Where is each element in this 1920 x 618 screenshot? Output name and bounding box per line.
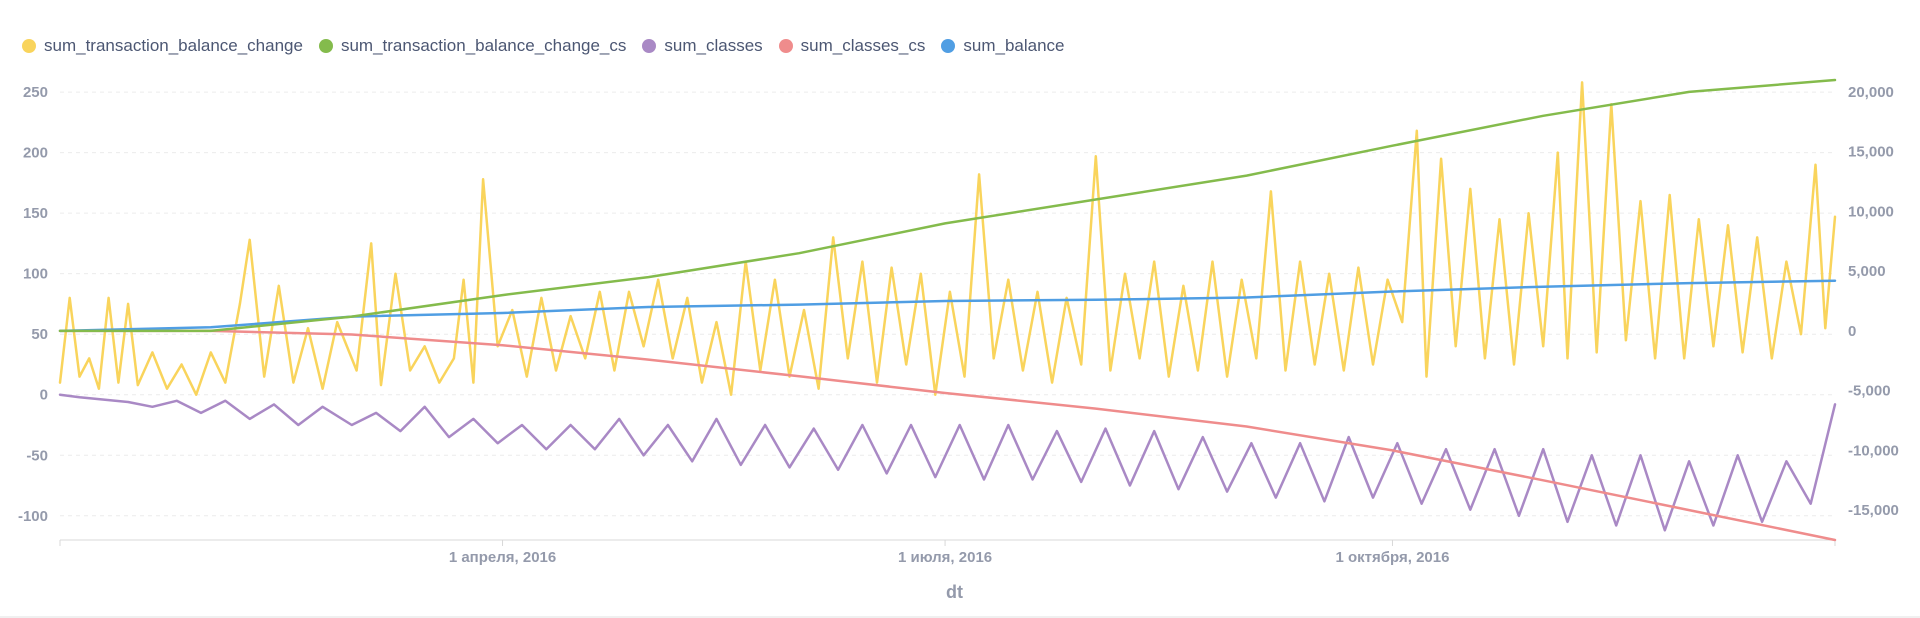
- legend-item-sum-balance[interactable]: sum_balance: [941, 36, 1065, 56]
- y-right-tick-label: 5,000: [1848, 263, 1886, 280]
- legend-label: sum_balance: [963, 36, 1065, 55]
- y-right-tick-label: -5,000: [1848, 383, 1891, 400]
- legend-label: sum_transaction_balance_change: [44, 36, 303, 55]
- x-tick-label: 1 октября, 2016: [1335, 549, 1449, 566]
- series-line-sum-transaction-balance-change-cs: [58, 78, 1837, 333]
- legend: sum_transaction_balance_change sum_trans…: [22, 36, 1065, 56]
- legend-dot-icon: [778, 39, 793, 53]
- y-right-tick-label: 20,000: [1848, 84, 1894, 101]
- legend-dot-icon: [642, 39, 657, 53]
- y-right-tick-label: -15,000: [1848, 502, 1899, 519]
- series-line-sum-classes: [58, 393, 1837, 532]
- legend-item-sum-transaction-balance-change-cs[interactable]: sum_transaction_balance_change_cs: [318, 36, 627, 56]
- divider: [0, 616, 1920, 618]
- legend-item-sum-transaction-balance-change[interactable]: sum_transaction_balance_change: [22, 36, 303, 56]
- y-left-tick-label: 50: [31, 326, 48, 343]
- y-left-tick-label: -50: [26, 447, 48, 464]
- y-left-tick-label: 200: [23, 145, 48, 162]
- legend-label: sum_classes: [664, 36, 763, 55]
- series-line-sum-classes-cs: [58, 329, 1837, 542]
- x-tick-label: 1 июля, 2016: [898, 549, 992, 566]
- y-left-tick-label: 0: [40, 387, 48, 404]
- y-right-tick-label: 10,000: [1848, 203, 1894, 220]
- x-tick-label: 1 апреля, 2016: [449, 549, 556, 566]
- legend-dot-icon: [22, 39, 36, 53]
- x-axis-title: dt: [946, 582, 963, 602]
- y-left-tick-label: 250: [23, 84, 48, 101]
- legend-item-sum-classes[interactable]: sum_classes: [642, 36, 763, 56]
- y-left-tick-label: -100: [18, 508, 48, 525]
- y-left-tick-label: 150: [23, 205, 48, 222]
- legend-item-sum-classes-cs[interactable]: sum_classes_cs: [778, 36, 926, 56]
- legend-dot-icon: [318, 39, 333, 53]
- y-left-tick-label: 100: [23, 266, 48, 283]
- y-right-tick-label: -10,000: [1848, 442, 1899, 459]
- y-right-tick-label: 0: [1848, 323, 1856, 340]
- legend-dot-icon: [941, 39, 956, 53]
- legend-label: sum_classes_cs: [800, 36, 926, 55]
- series-line-sum-transaction-balance-change: [58, 81, 1837, 396]
- legend-label: sum_transaction_balance_change_cs: [340, 36, 627, 55]
- y-right-tick-label: 15,000: [1848, 144, 1894, 161]
